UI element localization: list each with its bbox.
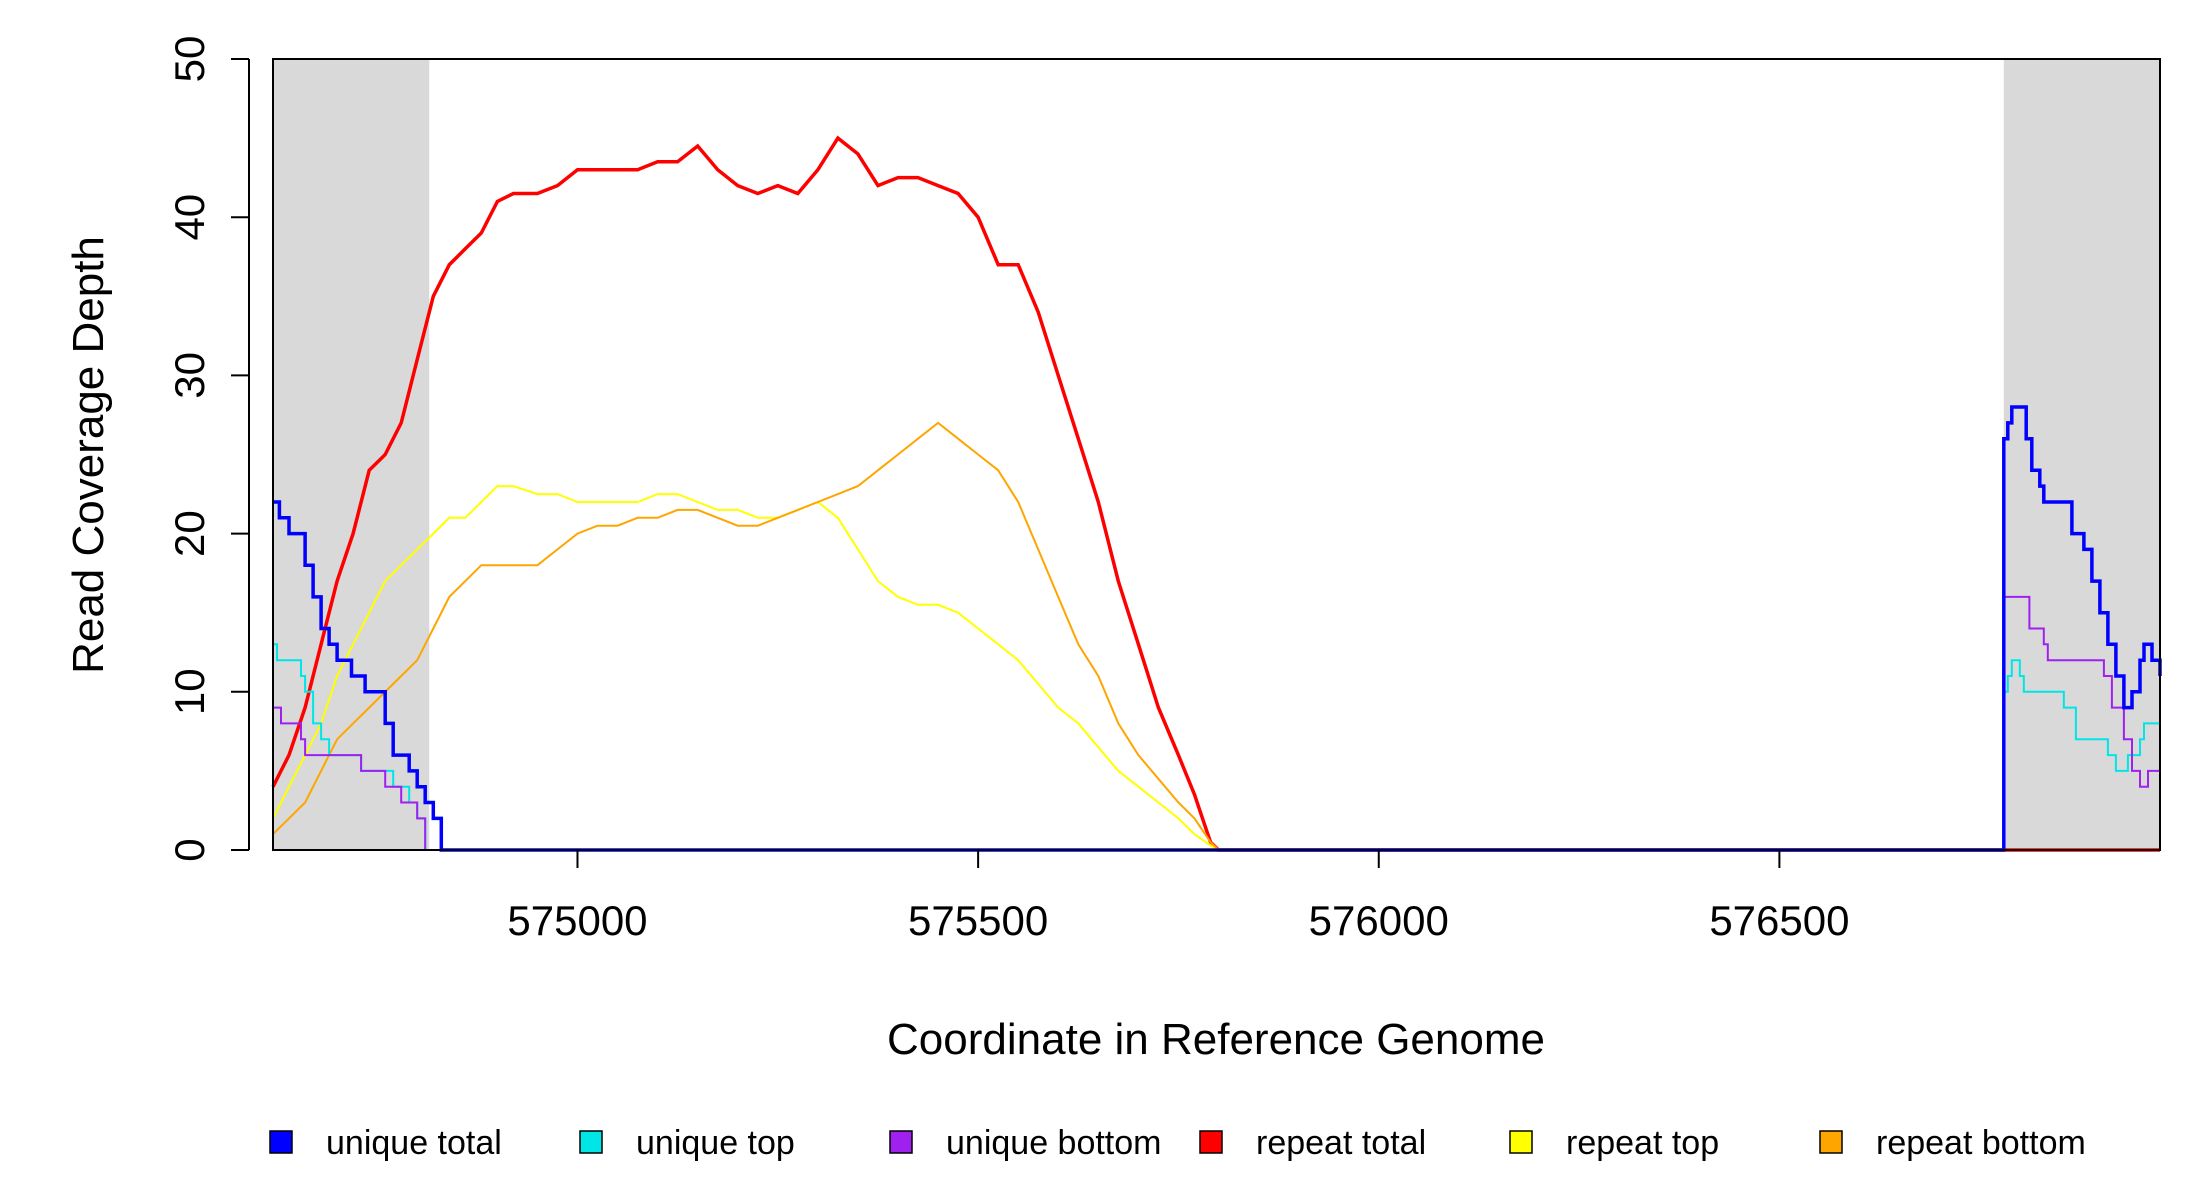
y-tick-label: 10 — [166, 668, 213, 715]
legend-swatch — [1509, 1130, 1533, 1154]
series-line-repeat-top — [272, 485, 2160, 851]
legend: unique total unique top unique bottom repea… — [269, 1124, 2086, 1162]
shaded-region-1 — [2003, 59, 2160, 850]
legend-label: repeat bottom — [1876, 1124, 2086, 1162]
y-tick-label: 40 — [166, 194, 213, 241]
x-tick-label: 575000 — [507, 897, 647, 944]
legend-swatch — [579, 1130, 603, 1154]
series-line-unique-bottom — [273, 595, 2161, 851]
legend-item-unique-total: unique total — [269, 1124, 502, 1162]
legend-swatch — [1819, 1130, 1843, 1154]
x-axis: 575000 575500 576000 576500 — [507, 850, 1849, 944]
legend-item-unique-bottom: unique bottom — [889, 1124, 1162, 1162]
legend-item-repeat-top: repeat top — [1509, 1124, 1719, 1162]
series-line-repeat-bottom — [272, 421, 2160, 851]
legend-label: repeat total — [1256, 1124, 1426, 1162]
y-tick-label: 30 — [166, 352, 213, 399]
legend-label: unique total — [326, 1124, 502, 1162]
x-axis-title: Coordinate in Reference Genome — [887, 1015, 1545, 1064]
legend-label: unique bottom — [946, 1124, 1162, 1162]
legend-label: unique top — [636, 1124, 795, 1162]
legend-label: repeat top — [1566, 1124, 1719, 1162]
legend-item-repeat-bottom: repeat bottom — [1819, 1124, 2086, 1162]
series-line-unique-total — [273, 405, 2162, 852]
legend-item-repeat-total: repeat total — [1199, 1124, 1426, 1162]
legend-item-unique-top: unique top — [579, 1124, 795, 1162]
y-tick-label: 20 — [166, 510, 213, 557]
x-tick-label: 575500 — [908, 897, 1048, 944]
x-tick-label: 576000 — [1309, 897, 1449, 944]
legend-swatch — [1199, 1130, 1223, 1154]
y-tick-label: 50 — [166, 36, 213, 83]
shaded-region-0 — [273, 59, 430, 850]
series-line-repeat-total — [271, 135, 2160, 852]
legend-swatch — [269, 1130, 293, 1154]
legend-swatch — [889, 1130, 913, 1154]
x-tick-label: 576500 — [1709, 897, 1849, 944]
y-tick-label: 0 — [166, 838, 213, 861]
shaded-regions — [273, 59, 2160, 850]
plot-frame — [272, 58, 2161, 851]
y-axis-title: Read Coverage Depth — [64, 236, 113, 674]
y-axis: 0 10 20 30 40 50 — [166, 36, 250, 862]
